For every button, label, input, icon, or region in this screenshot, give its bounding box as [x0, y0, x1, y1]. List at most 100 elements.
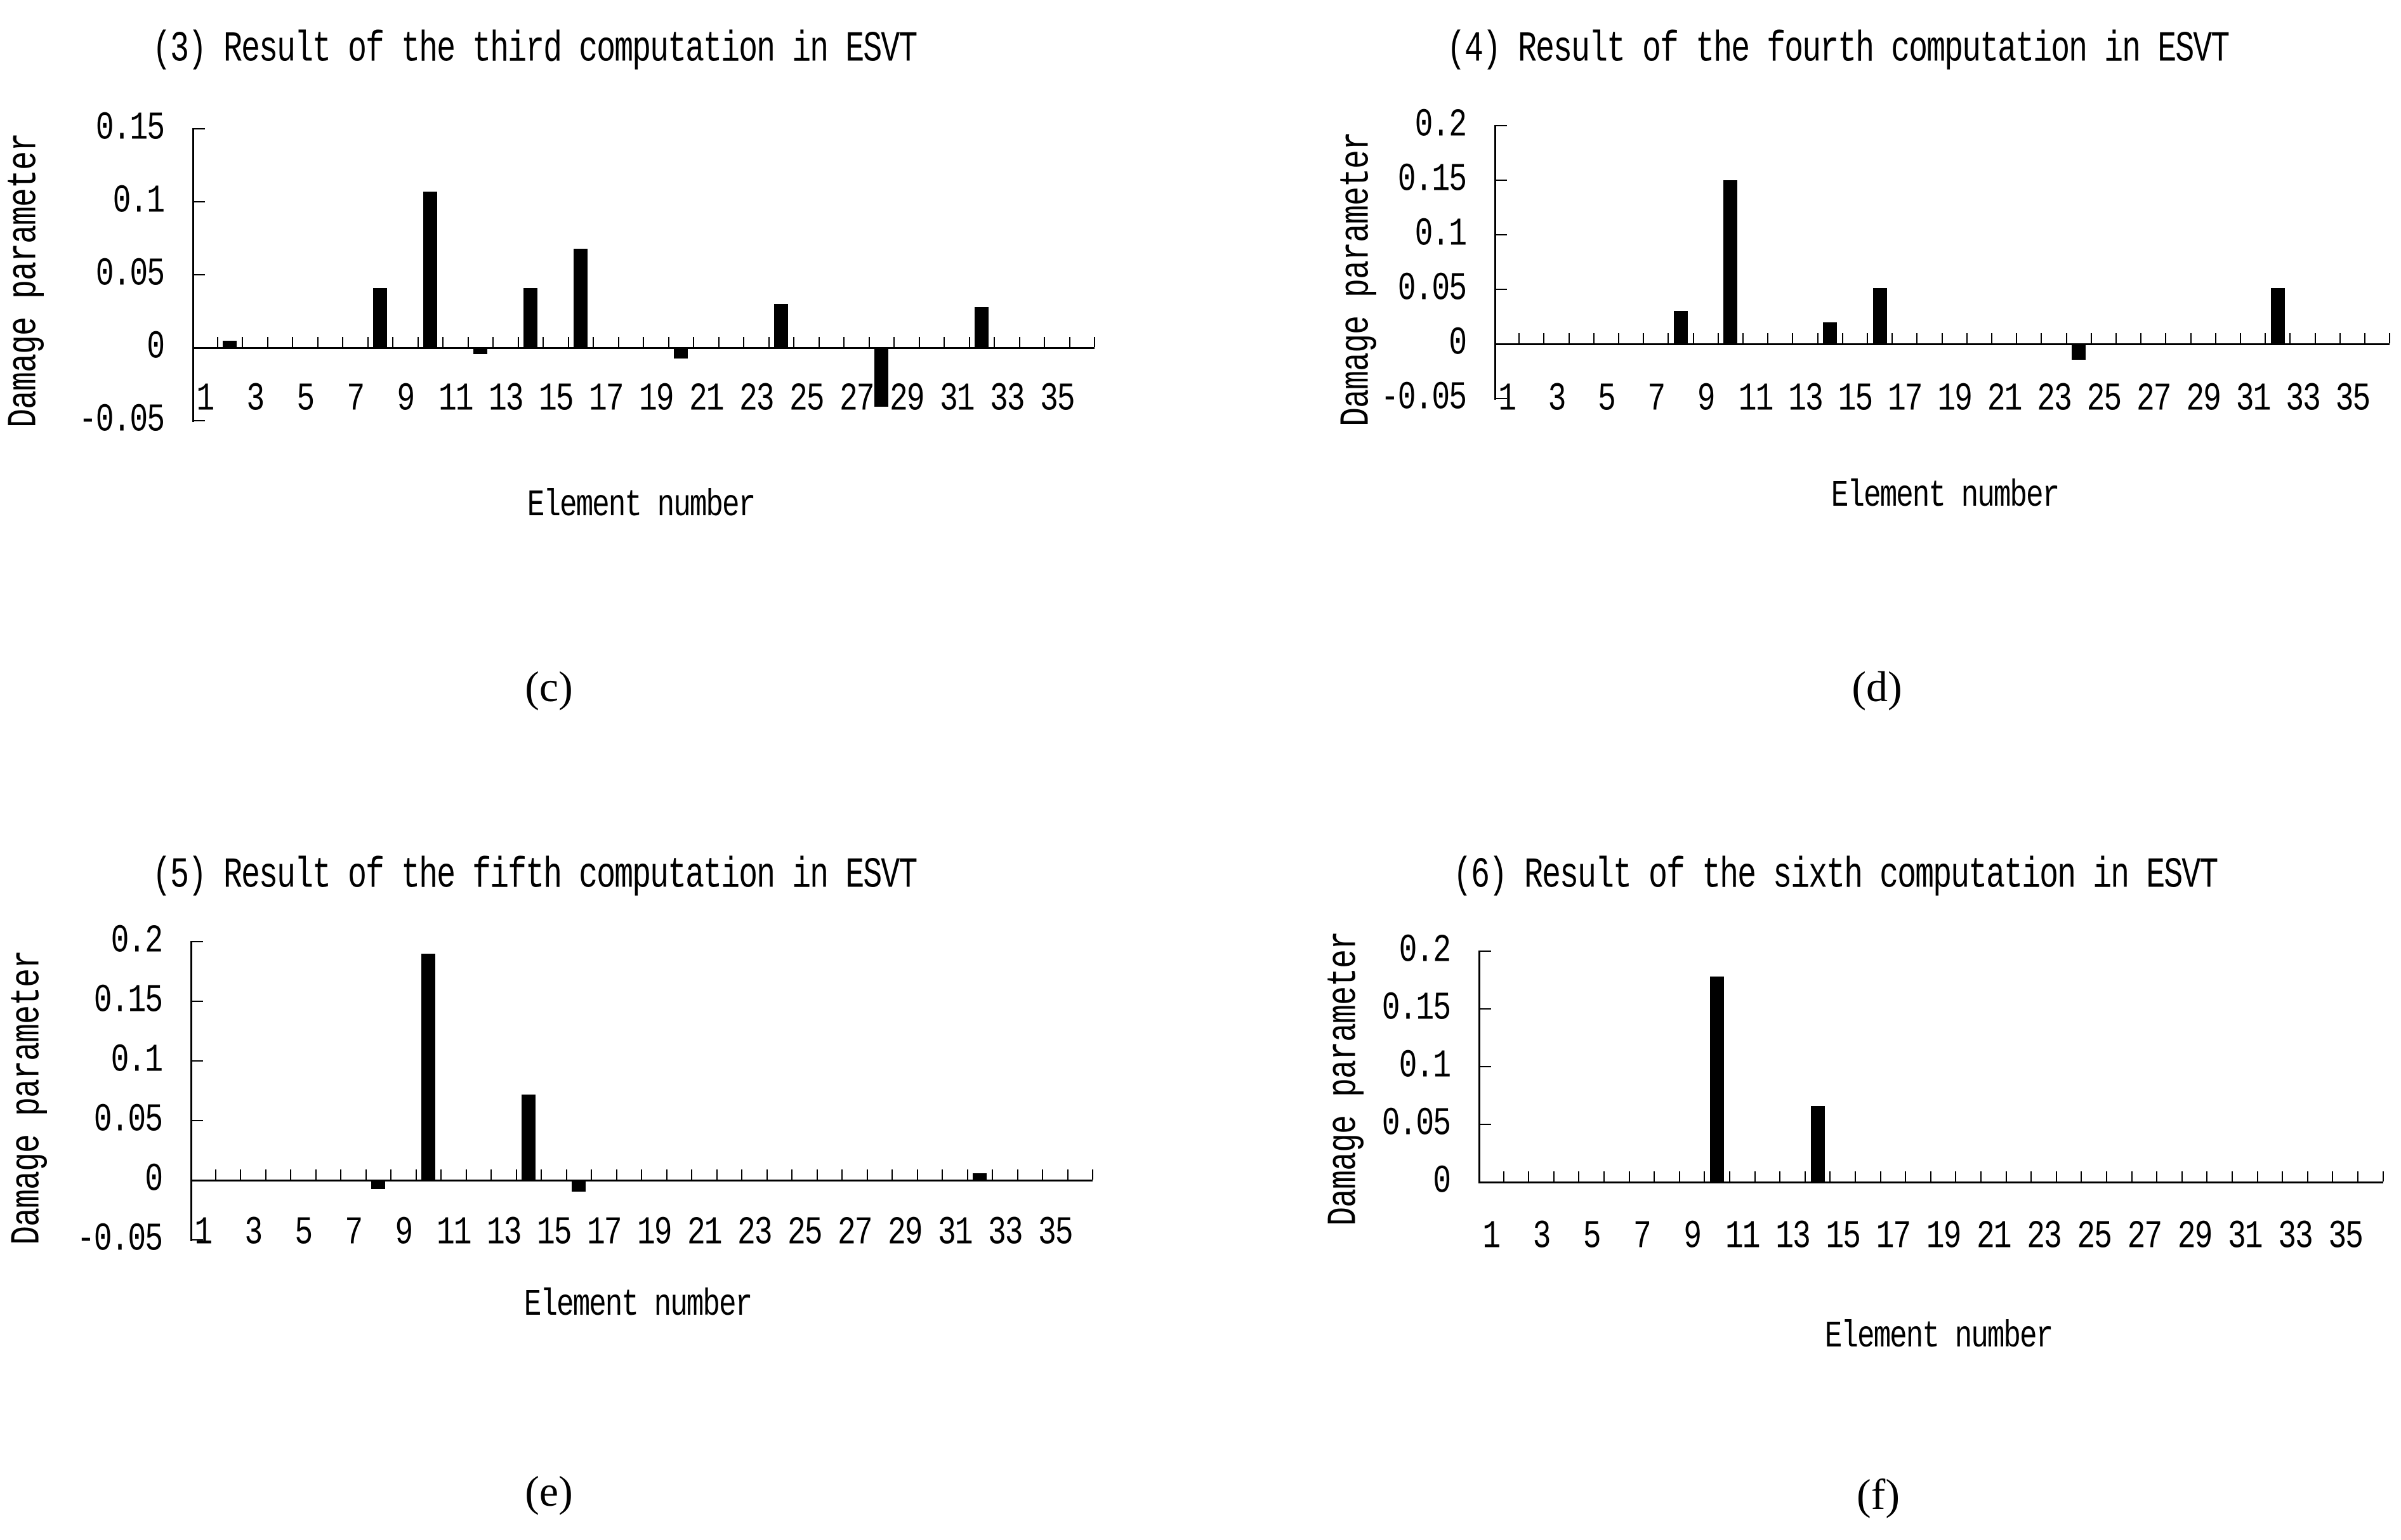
- bar-element-16: [572, 1181, 586, 1192]
- x-tick-label: 35: [2335, 377, 2371, 423]
- y-tick-label: 0.05: [93, 1098, 163, 1143]
- x-tick-mark: [2265, 333, 2266, 343]
- x-tick-mark: [2030, 1171, 2032, 1181]
- x-tick-mark: [768, 337, 770, 347]
- y-tick-label: 0.05: [1381, 1102, 1451, 1147]
- y-tick-mark: [1496, 289, 1507, 290]
- x-tick-mark: [617, 337, 619, 347]
- bar-element-8: [1674, 311, 1688, 345]
- x-tick-label: 21: [688, 377, 725, 423]
- x-tick-mark: [417, 337, 419, 347]
- x-tick-mark: [2382, 1171, 2384, 1181]
- y-tick-label: 0.15: [93, 978, 163, 1024]
- x-tick-mark: [1092, 1169, 1093, 1180]
- x-tick-mark: [415, 1169, 417, 1180]
- y-tick-mark: [192, 1180, 203, 1181]
- x-tick-mark: [315, 1169, 317, 1180]
- x-tick-mark: [2115, 333, 2117, 343]
- x-tick-mark: [290, 1169, 291, 1180]
- x-tick-mark: [866, 1169, 868, 1180]
- bar-element-24: [2072, 345, 2086, 360]
- bar-element-32: [975, 306, 989, 348]
- x-tick-mark: [1668, 333, 1669, 343]
- x-tick-mark: [693, 337, 694, 347]
- bar-element-16: [574, 248, 588, 348]
- bar-element-10: [421, 953, 436, 1180]
- x-tick-mark: [968, 337, 970, 347]
- y-tick-label: 0.1: [110, 1038, 163, 1084]
- y-tick-label: -0.05: [78, 398, 165, 444]
- x-tick-label: 1: [1498, 377, 1516, 423]
- x-tick-mark: [1754, 1171, 1756, 1181]
- x-tick-mark: [1692, 333, 1694, 343]
- x-tick-mark: [1593, 333, 1595, 343]
- y-tick-label: 0.1: [112, 179, 165, 225]
- x-tick-mark: [565, 1169, 567, 1180]
- x-tick-mark: [2389, 333, 2391, 343]
- y-tick-mark: [194, 274, 205, 275]
- x-tick-mark: [916, 1169, 918, 1180]
- x-tick-mark: [442, 337, 444, 347]
- x-tick-label: 5: [1582, 1214, 1602, 1260]
- x-tick-mark: [1578, 1171, 1580, 1181]
- y-tick-label: 0: [147, 325, 165, 371]
- x-tick-mark: [766, 1169, 768, 1180]
- x-tick-label: 33: [987, 1211, 1023, 1256]
- chart-title: (4) Result of the fourth computation in …: [1447, 25, 2230, 74]
- x-tick-mark: [1018, 337, 1020, 347]
- x-tick-mark: [2156, 1171, 2158, 1181]
- y-axis-line: [1494, 125, 1496, 400]
- x-tick-mark: [467, 337, 469, 347]
- y-tick-mark: [1496, 180, 1507, 181]
- y-tick-mark: [194, 347, 205, 348]
- x-tick-label: 27: [837, 1211, 873, 1256]
- x-tick-label: 15: [536, 1211, 572, 1256]
- x-tick-mark: [1867, 333, 1868, 343]
- x-tick-mark: [1016, 1169, 1018, 1180]
- x-tick-mark: [2041, 333, 2042, 343]
- bar-element-8: [373, 287, 388, 348]
- y-tick-label: 0: [1433, 1159, 1451, 1205]
- bar-element-10: [1723, 180, 1738, 344]
- x-tick-mark: [793, 337, 794, 347]
- x-tick-label: 23: [739, 377, 775, 423]
- x-tick-mark: [214, 1169, 216, 1180]
- x-tick-mark: [1742, 333, 1744, 343]
- panel-caption: (d): [1852, 662, 1902, 711]
- x-tick-mark: [818, 337, 820, 347]
- bar-element-10: [423, 191, 438, 348]
- bar-element-32: [973, 1173, 987, 1180]
- x-tick-label: 27: [2127, 1214, 2163, 1260]
- x-tick-label: 25: [787, 1211, 823, 1256]
- y-tick-mark: [1496, 398, 1507, 399]
- x-tick-mark: [841, 1169, 843, 1180]
- x-tick-mark: [292, 337, 293, 347]
- bar-element-32: [2270, 288, 2285, 345]
- x-tick-label: 13: [488, 377, 524, 423]
- x-tick-mark: [816, 1169, 818, 1180]
- x-tick-mark: [1618, 333, 1619, 343]
- x-tick-mark: [643, 337, 644, 347]
- x-tick-mark: [944, 337, 945, 347]
- x-tick-mark: [367, 337, 369, 347]
- x-tick-mark: [2332, 1171, 2334, 1181]
- x-tick-mark: [2306, 1171, 2308, 1181]
- y-tick-mark: [1480, 1008, 1491, 1010]
- x-tick-mark: [1767, 333, 1769, 343]
- x-axis-line: [1494, 343, 2390, 345]
- y-axis-line: [1478, 951, 1480, 1183]
- x-tick-label: 9: [1697, 377, 1716, 423]
- x-tick-mark: [2256, 1171, 2258, 1181]
- x-tick-label: 11: [436, 1211, 472, 1256]
- y-tick-label: 0.05: [95, 252, 165, 298]
- x-tick-mark: [265, 1169, 266, 1180]
- x-tick-mark: [567, 337, 569, 347]
- x-tick-label: 33: [989, 377, 1025, 423]
- y-tick-mark: [1496, 125, 1507, 126]
- x-tick-label: 35: [1039, 377, 1076, 423]
- x-tick-label: 17: [588, 377, 624, 423]
